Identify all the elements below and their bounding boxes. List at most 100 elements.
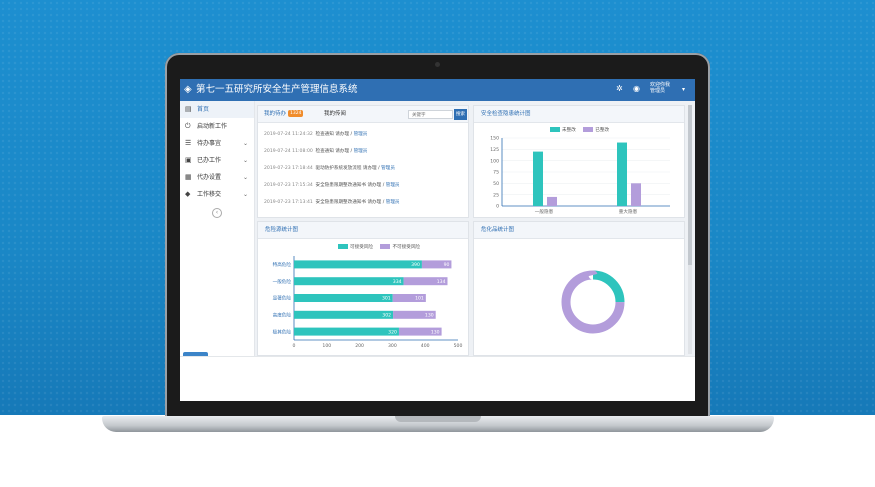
home-icon: ▤ — [185, 105, 192, 113]
sidebar-item-label: 首页 — [197, 106, 210, 113]
hazard-chart-panel: 安全检查隐患统计图 未整改 已整改 0 25 50 75 100 125 150 一般隐患 重大… — [473, 105, 685, 218]
x-tick-label: 300 — [388, 343, 397, 349]
todo-time: 2019-07-24 11:24:32 — [264, 132, 313, 137]
tab-my-circulation[interactable]: 我的传阅 — [324, 106, 346, 122]
bar-segment — [294, 294, 393, 302]
chem-chart-panel: 危化品统计图 — [473, 221, 685, 356]
todo-text: 检查通知 请办理 — [315, 132, 350, 137]
y-tick-label: 0 — [496, 204, 499, 210]
data-label: 90 — [444, 262, 450, 268]
collapse-sidebar-icon[interactable]: ‹ — [212, 208, 222, 218]
data-label: 101 — [415, 296, 424, 302]
user-dropdown-icon[interactable]: ▾ — [682, 86, 686, 93]
x-tick-label: 重大隐患 — [619, 208, 638, 215]
data-label: 134 — [437, 279, 446, 285]
y-tick-label: 50 — [493, 181, 499, 187]
search-button[interactable]: 搜索 — [454, 109, 467, 120]
todo-text: 驱动防护系统发放流程 请办理 — [315, 166, 377, 171]
app-header: ◈ 第七一五研究所安全生产管理信息系统 ✲ ◉ 欢迎你我 管理员 ▾ — [180, 79, 695, 101]
data-label: 390 — [411, 262, 420, 268]
legend-swatch-purple — [583, 127, 594, 132]
bar — [533, 151, 543, 206]
done-icon: ▣ — [185, 156, 192, 164]
scrollbar[interactable] — [688, 105, 692, 354]
bar-segment — [294, 327, 399, 336]
app-title: 第七一五研究所安全生产管理信息系统 — [196, 84, 358, 95]
bar-segment — [392, 294, 426, 302]
todo-count-badge: 1324 — [288, 110, 304, 117]
panel-title: 安全检查隐患统计图 — [474, 106, 684, 123]
pie-slice — [561, 270, 625, 334]
data-label: 302 — [382, 313, 391, 319]
chart-legend: 未整改 已整改 — [550, 127, 609, 133]
bar-segment — [403, 277, 448, 286]
todo-time: 2019-07-24 11:08:00 — [264, 149, 313, 154]
sidebar-item-home[interactable]: ▤ 首页 — [180, 101, 254, 118]
risk-hbar-chart: 0 100 200 300 400 500 390 90 特高危险 334 134 一般危险 301 10… — [273, 256, 462, 349]
list-item[interactable]: 2019-07-23 17:15:34 安全隐患限期整改通知书 请办理 / 管理… — [264, 181, 469, 191]
legend-swatch-purple — [380, 244, 391, 249]
user-greeting: 欢迎你我 — [650, 82, 671, 88]
y-tick-label: 125 — [490, 147, 499, 153]
power-icon: ⏻ — [185, 122, 191, 130]
user-menu[interactable]: 欢迎你我 管理员 — [650, 82, 670, 94]
y-tick-label: 100 — [490, 158, 499, 164]
legend-swatch-teal — [338, 244, 348, 249]
todo-link[interactable]: 管理员 — [385, 200, 400, 205]
chevron-down-icon: ⌄ — [243, 140, 249, 147]
list-item[interactable]: 2019-07-23 17:13:41 安全隐患限期整改通知书 请办理 / 管理… — [264, 198, 469, 208]
chem-donut-chart — [561, 270, 625, 334]
y-tick-label: 极其危险 — [273, 328, 292, 335]
list-item[interactable]: 2019-07-23 17:18:44 驱动防护系统发放流程 请办理 / 管理员 — [264, 164, 469, 174]
todo-time: 2019-07-23 17:15:34 — [264, 183, 313, 188]
list-item[interactable]: 2019-07-24 11:24:32 检查通知 请办理 / 管理员 — [264, 130, 469, 140]
data-label: 301 — [382, 296, 391, 302]
todo-text: 安全隐患限期整改通知书 请办理 — [315, 183, 382, 188]
bar-segment — [294, 277, 404, 286]
todo-text: 检查通知 请办理 — [315, 149, 350, 154]
todo-text: 安全隐患限期整改通知书 请办理 — [315, 200, 382, 205]
risk-chart-panel: 危险源统计图 可接受风险 不可接受风险 0 100 200 300 400 500 390 9… — [257, 221, 469, 356]
todo-link[interactable]: 管理员 — [353, 149, 368, 154]
bar-segment — [393, 310, 436, 319]
todo-link[interactable]: 管理员 — [381, 166, 395, 171]
chart-legend: 可接受风险 不可接受风险 — [338, 244, 420, 250]
sidebar-item-todo[interactable]: ☰ 待办事宜 ⌄ — [180, 135, 254, 152]
todo-link[interactable]: 管理员 — [385, 183, 400, 188]
list-item[interactable]: 2019-07-24 11:08:00 检查通知 请办理 / 管理员 — [264, 147, 469, 157]
tab-my-todo[interactable]: 我的待办 1324 — [264, 106, 304, 122]
x-tick-label: 一般隐患 — [535, 208, 554, 215]
legend-label: 未整改 — [562, 128, 576, 133]
view-icon[interactable]: ◉ — [633, 84, 640, 93]
todo-link[interactable]: 管理员 — [353, 132, 368, 137]
search-input[interactable] — [408, 110, 453, 119]
sidebar-item-label: 代办设置 — [197, 174, 222, 181]
sidebar-item-label: 工作移交 — [197, 191, 222, 198]
panel-title: 危险源统计图 — [258, 222, 468, 239]
data-label: 130 — [425, 313, 434, 319]
sidebar-item-proxy-settings[interactable]: ▦ 代办设置 ⌄ — [180, 169, 254, 186]
tab-label: 我的待办 — [264, 111, 287, 117]
x-tick-label: 400 — [421, 343, 430, 349]
hazard-bar-chart: 0 25 50 75 100 125 150 一般隐患 重大隐患 — [490, 136, 670, 215]
bar-segment — [421, 260, 452, 269]
camera-icon — [435, 62, 440, 67]
sidebar-item-label: 待办事宜 — [197, 140, 222, 147]
legend-label: 不可接受风险 — [392, 245, 421, 250]
share-icon[interactable]: ✲ — [616, 84, 623, 93]
legend-label: 已整改 — [595, 128, 610, 133]
sidebar-item-start-work[interactable]: ⏻ 启动新工作 — [180, 118, 254, 135]
scrollbar-thumb[interactable] — [688, 105, 692, 265]
bar — [631, 183, 641, 206]
chevron-down-icon: ⌄ — [243, 191, 249, 198]
sidebar-item-label: 启动新工作 — [197, 123, 228, 130]
data-label: 320 — [388, 329, 397, 335]
sidebar-item-done[interactable]: ▣ 已办工作 ⌄ — [180, 152, 254, 169]
x-tick-label: 100 — [322, 343, 331, 349]
y-tick-label: 特高危险 — [273, 261, 292, 268]
tab-label: 我的传阅 — [324, 111, 347, 117]
sidebar-item-handover[interactable]: ◆ 工作移交 ⌄ — [180, 186, 254, 203]
